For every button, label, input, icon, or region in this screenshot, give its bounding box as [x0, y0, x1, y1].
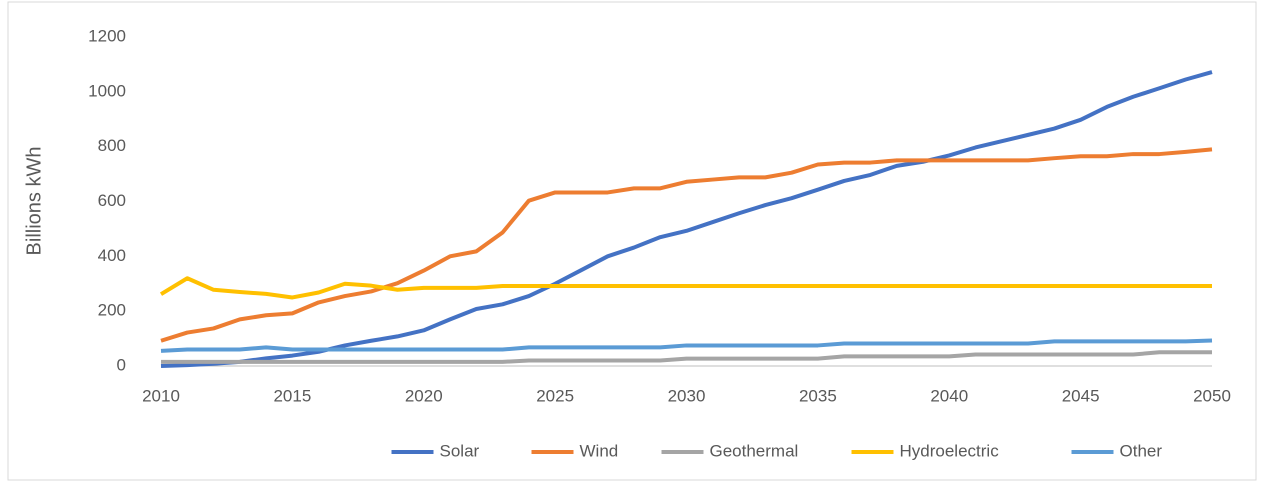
x-tick-label: 2040	[930, 386, 968, 405]
y-tick-label: 1000	[88, 81, 126, 100]
y-tick-label: 0	[117, 355, 126, 374]
legend-label: Other	[1120, 441, 1163, 460]
series-line	[159, 276, 1212, 300]
series-line	[160, 338, 1213, 353]
x-tick-label: 2020	[405, 386, 443, 405]
x-tick-label: 2035	[799, 386, 837, 405]
x-tick-label: 2025	[536, 386, 574, 405]
y-tick-label: 800	[98, 136, 126, 155]
x-tick-label: 2030	[668, 386, 706, 405]
y-tick-label: 200	[98, 301, 126, 320]
legend-label: Solar	[440, 441, 480, 460]
legend-label: Geothermal	[710, 441, 799, 460]
x-tick-label: 2015	[273, 386, 311, 405]
y-tick-label: 600	[98, 191, 126, 210]
y-tick-label: 1200	[88, 26, 126, 45]
legend-label: Wind	[580, 441, 619, 460]
y-axis-label: Billions kWh	[23, 147, 45, 256]
x-tick-label: 2010	[142, 386, 180, 405]
x-tick-label: 2050	[1193, 386, 1231, 405]
y-tick-label: 400	[98, 246, 126, 265]
series-line	[161, 350, 1212, 364]
series-line	[160, 147, 1213, 343]
series-line	[160, 70, 1213, 368]
legend-label: Hydroelectric	[900, 441, 1000, 460]
x-tick-label: 2045	[1062, 386, 1100, 405]
chart-border	[7, 1, 1257, 481]
